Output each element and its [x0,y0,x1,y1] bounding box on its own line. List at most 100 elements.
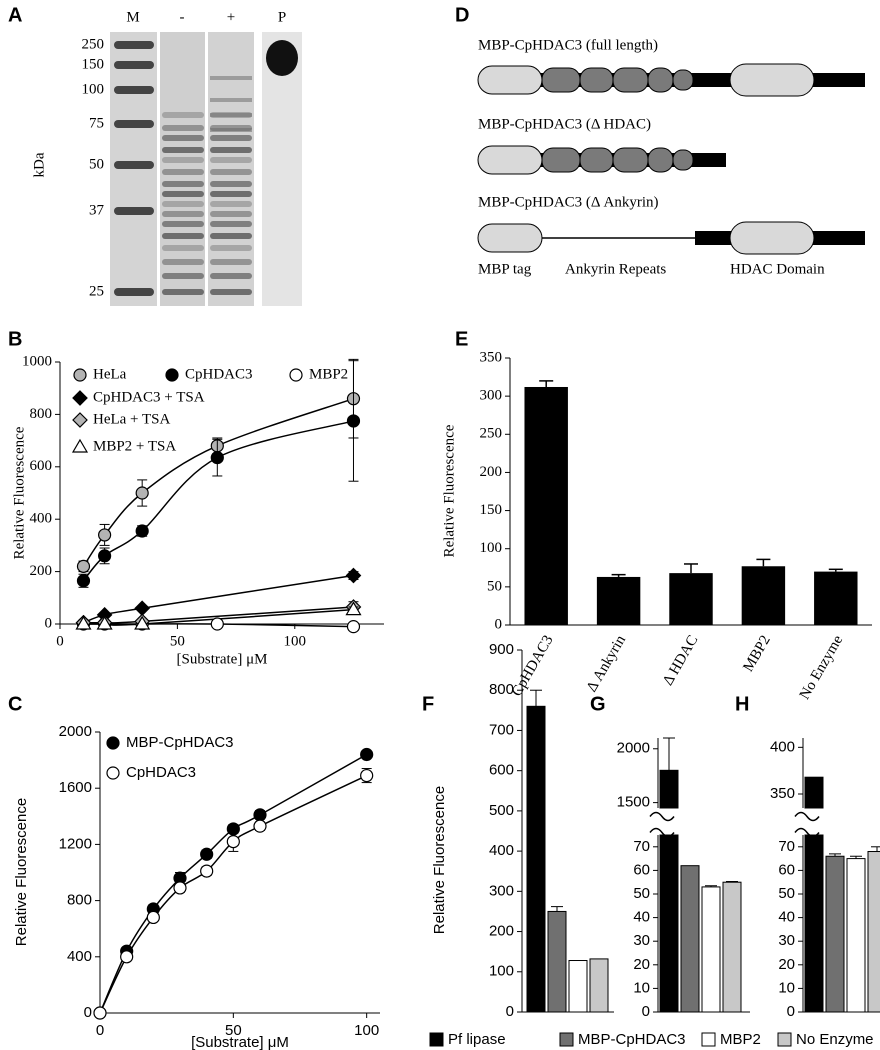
marker [76,574,91,588]
bar [825,855,845,1013]
gel-band [162,191,204,197]
y-tick-label: 20 [633,956,650,973]
axis-break-line [794,811,820,822]
marker [210,617,224,631]
bar [680,865,700,1013]
marker [76,559,91,573]
legend-label: MBP2 [309,366,348,382]
legend-marker [106,766,120,780]
gel-band [162,125,204,131]
bar [526,705,546,1013]
marker [120,950,134,964]
legend-swatch [777,1032,792,1047]
gel-band [162,273,204,279]
legend-swatch [701,1032,716,1047]
ladder-band [114,120,154,128]
fit-curve [83,574,354,624]
mbp-tag [477,145,543,175]
marker-label: 37 [89,202,105,218]
marker [135,486,149,500]
y-tick-label: 1600 [59,779,92,796]
domain-label: MBP tag [478,261,532,277]
marker-label: 50 [89,156,104,172]
y-tick-label: 30 [778,932,795,949]
marker-label: 75 [89,115,104,131]
marker [226,834,240,849]
hdac-domain [729,221,815,255]
y-tick-label: 500 [489,802,514,819]
gel-band [210,191,252,197]
marker [173,881,187,895]
y-tick-label: 300 [480,388,503,404]
marker-label: 250 [82,36,105,52]
y-tick-label: 0 [787,1003,795,1020]
marker [134,615,151,630]
x-tick-label: 50 [225,1022,242,1039]
legend-marker [73,368,87,382]
gel-band [162,201,204,207]
y-tick-label: 200 [30,563,53,579]
gel-band [210,259,252,265]
hdac-domain [729,63,815,97]
bar [722,881,742,1013]
y-tick-label: 1200 [59,835,92,852]
y-tick-label: 0 [84,1004,92,1021]
fit-curve [83,606,354,624]
gel-band [162,245,204,251]
y-tick-label: 50 [487,578,502,594]
y-tick-label: 800 [30,406,53,422]
y-tick-label: 50 [778,885,795,902]
gel-band [210,76,252,80]
y-tick-label: 2000 [59,723,92,740]
gel-band [162,211,204,217]
ankyrin-repeat [647,147,674,173]
bar [867,851,880,1013]
y-tick-label: 350 [770,785,795,802]
gel-band [210,157,252,163]
gel-band [210,181,252,187]
legend-label: MBP-CpHDAC3 [578,1031,686,1048]
y-tick-label: 50 [633,885,650,902]
y-tick-label: 70 [633,838,650,855]
marker [134,600,151,617]
y-tick-label: 70 [778,838,795,855]
axis-break-line [649,827,675,838]
y-tick-label: 40 [633,909,650,926]
marker [146,910,160,925]
gel-band [210,233,252,239]
y-tick-label: 100 [489,963,514,980]
gel-band [210,273,252,279]
axis-break [650,813,680,830]
chart-panel: G 0 10 20 30 40 50 60 70 1500 2000 [590,693,750,1020]
y-tick-label: 100 [480,540,503,556]
fit-curve [99,774,367,1014]
y-tick-label: 2000 [617,740,650,757]
y-tick-label: 0 [45,615,53,631]
legend-label: HeLa + TSA [93,411,171,427]
construct-label: MBP-CpHDAC3 (full length) [478,37,658,53]
gel-band [162,181,204,187]
legend-marker [289,368,303,382]
marker [93,1006,107,1020]
y-tick-label: 60 [778,861,795,878]
domain-label: HDAC Domain [730,261,825,277]
bar [804,776,824,809]
marker [253,819,267,833]
bar [568,960,588,1013]
legend-label: HeLa [93,366,127,382]
ladder-band [114,61,154,69]
x-tick-label: No Enzyme [797,632,847,702]
panel-letter: E [455,328,468,350]
gel-band [210,169,252,175]
y-tick-label: 20 [778,956,795,973]
bar [804,834,824,1013]
ladder-band [114,288,154,296]
y-tick-label: 150 [480,502,503,518]
gel-band [162,259,204,265]
fit-curve [83,608,354,626]
legend-marker [165,368,179,382]
marker [253,808,267,822]
domain-label: Ankyrin Repeats [565,261,666,277]
bar [741,566,786,625]
